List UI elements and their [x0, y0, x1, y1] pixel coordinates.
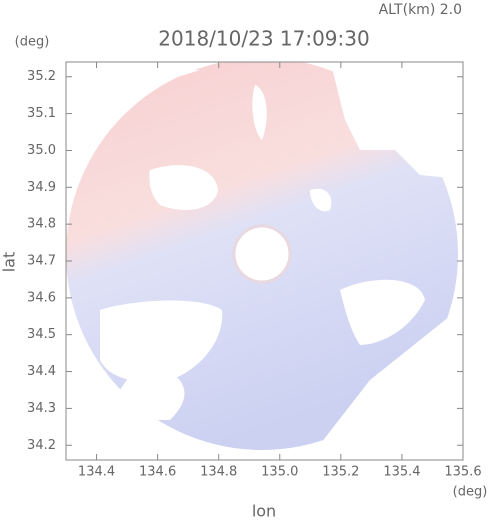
- y-tick-label: 34.5: [27, 327, 56, 342]
- x-tick-label: 135.2: [322, 465, 359, 480]
- y-tick-label: 35.2: [27, 69, 56, 84]
- x-tick-label: 135.4: [383, 465, 420, 480]
- x-tick-label: 135.6: [444, 465, 481, 480]
- x-tick-label: 135.0: [261, 465, 298, 480]
- x-unit: (deg): [453, 485, 488, 500]
- x-axis-label: lon: [252, 502, 276, 521]
- y-unit: (deg): [15, 35, 50, 50]
- altitude-label: ALT(km) 2.0: [379, 2, 462, 18]
- x-tick-label: 134.4: [78, 465, 115, 480]
- y-tick-label: 34.9: [27, 180, 56, 195]
- y-tick-label: 35.0: [27, 143, 56, 158]
- radar-echo: [66, 62, 463, 460]
- y-tick-label: 35.1: [27, 106, 56, 121]
- y-axis-label: lat: [0, 252, 19, 273]
- x-tick-label: 134.8: [200, 465, 237, 480]
- y-tick-label: 34.6: [27, 290, 56, 305]
- y-tick-label: 34.8: [27, 217, 56, 232]
- y-tick-label: 34.2: [27, 438, 56, 453]
- y-tick-label: 34.7: [27, 254, 56, 269]
- chart-title: 2018/10/23 17:09:30: [158, 27, 369, 51]
- y-tick-label: 34.3: [27, 401, 56, 416]
- y-tick-label: 34.4: [27, 364, 56, 379]
- x-tick-label: 134.6: [139, 465, 176, 480]
